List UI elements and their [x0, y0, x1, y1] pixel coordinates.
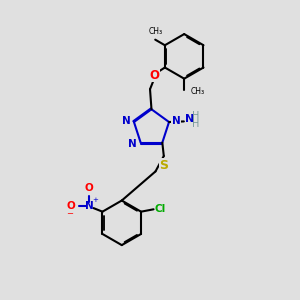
Text: O: O	[149, 69, 159, 82]
Text: S: S	[160, 159, 169, 172]
Text: N: N	[128, 139, 137, 149]
Text: −: −	[66, 209, 73, 218]
Text: O: O	[67, 201, 75, 211]
Text: Cl: Cl	[154, 204, 166, 214]
Text: +: +	[92, 197, 98, 203]
Text: CH₃: CH₃	[191, 87, 205, 96]
Text: N: N	[122, 116, 130, 126]
Text: CH₃: CH₃	[148, 27, 162, 36]
Text: O: O	[85, 183, 94, 193]
Text: N: N	[85, 201, 94, 211]
Text: H: H	[192, 119, 199, 129]
Text: N: N	[185, 114, 195, 124]
Text: N: N	[172, 116, 181, 126]
Text: H: H	[192, 111, 199, 122]
